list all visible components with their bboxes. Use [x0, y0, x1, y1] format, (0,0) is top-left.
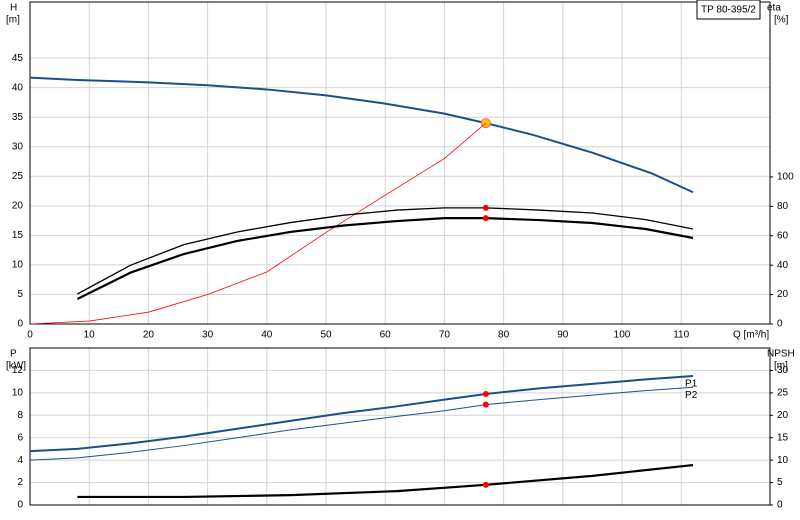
y-axis-unit: [kW] — [6, 361, 26, 372]
y2-tick-label: 100 — [777, 172, 794, 183]
y2-axis-unit: [%] — [774, 15, 789, 26]
y-tick-label: 25 — [12, 171, 24, 182]
y-axis-label: H — [10, 3, 17, 14]
y2-tick-label: 10 — [777, 455, 789, 466]
y-tick-label: 8 — [17, 410, 23, 421]
y2-tick-label: 25 — [777, 387, 789, 398]
y2-tick-label: 20 — [777, 289, 789, 300]
chart-title: TP 80-395/2 — [701, 5, 756, 16]
y-tick-label: 40 — [12, 82, 24, 93]
y2-tick-label: 0 — [777, 500, 783, 511]
y-tick-label: 5 — [17, 289, 23, 300]
y2-axis-unit: [m] — [774, 361, 788, 372]
y-tick-label: 45 — [12, 53, 24, 64]
series-line — [76, 217, 694, 300]
series-line — [29, 76, 694, 194]
y2-tick-label: 30 — [777, 365, 789, 376]
y2-tick-label: 0 — [777, 319, 783, 330]
x-tick-label: 100 — [614, 330, 631, 341]
y2-tick-label: 40 — [777, 260, 789, 271]
duty-point — [482, 204, 489, 211]
duty-point — [482, 401, 489, 408]
y-axis-unit: [m] — [6, 15, 20, 26]
y-tick-label: 2 — [17, 477, 23, 488]
series-line — [77, 207, 694, 295]
title-box — [696, 0, 761, 20]
y2-tick-label: 60 — [777, 230, 789, 241]
y-tick-label: 0 — [17, 319, 23, 330]
y-tick-label: 0 — [17, 500, 23, 511]
duty-point — [482, 215, 489, 222]
y2-tick-label: 15 — [777, 432, 789, 443]
x-axis-label: Q [m³/h] — [733, 330, 769, 341]
x-tick-label: 30 — [202, 330, 214, 341]
x-tick-label: 50 — [320, 330, 332, 341]
x-tick-label: 60 — [380, 330, 392, 341]
duty-point — [482, 481, 489, 488]
x-tick-label: 0 — [27, 330, 33, 341]
x-tick-label: 110 — [673, 330, 689, 341]
series-line — [29, 122, 487, 325]
x-tick-label: 90 — [557, 330, 569, 341]
y2-tick-label: 80 — [777, 201, 789, 212]
x-tick-label: 20 — [143, 330, 155, 341]
y-tick-label: 15 — [12, 230, 24, 241]
y-tick-label: 30 — [12, 141, 24, 152]
y2-axis-label: eta — [767, 3, 781, 14]
x-tick-label: 80 — [498, 330, 510, 341]
y-tick-label: 35 — [12, 112, 24, 123]
y-tick-label: 20 — [12, 200, 24, 211]
y2-tick-label: 5 — [777, 477, 783, 488]
x-tick-label: 10 — [84, 330, 96, 341]
y-tick-label: 6 — [17, 432, 23, 443]
plot-frame — [29, 1, 771, 325]
series-label: P1 — [685, 379, 698, 390]
y-tick-label: 4 — [17, 455, 23, 466]
series-line — [77, 463, 694, 499]
plot-frame — [29, 347, 771, 506]
y-tick-label: 12 — [12, 365, 24, 376]
duty-point — [482, 390, 489, 397]
x-tick-label: 40 — [261, 330, 273, 341]
series-label: P2 — [685, 390, 698, 401]
y-tick-label: 10 — [12, 260, 24, 271]
y2-axis-label: NPSH — [767, 349, 795, 360]
y-tick-label: 10 — [12, 387, 24, 398]
y-axis-label: P — [10, 349, 17, 360]
series-line — [29, 375, 694, 453]
x-tick-label: 70 — [439, 330, 451, 341]
y2-tick-label: 20 — [777, 410, 789, 421]
series-line — [29, 386, 694, 461]
